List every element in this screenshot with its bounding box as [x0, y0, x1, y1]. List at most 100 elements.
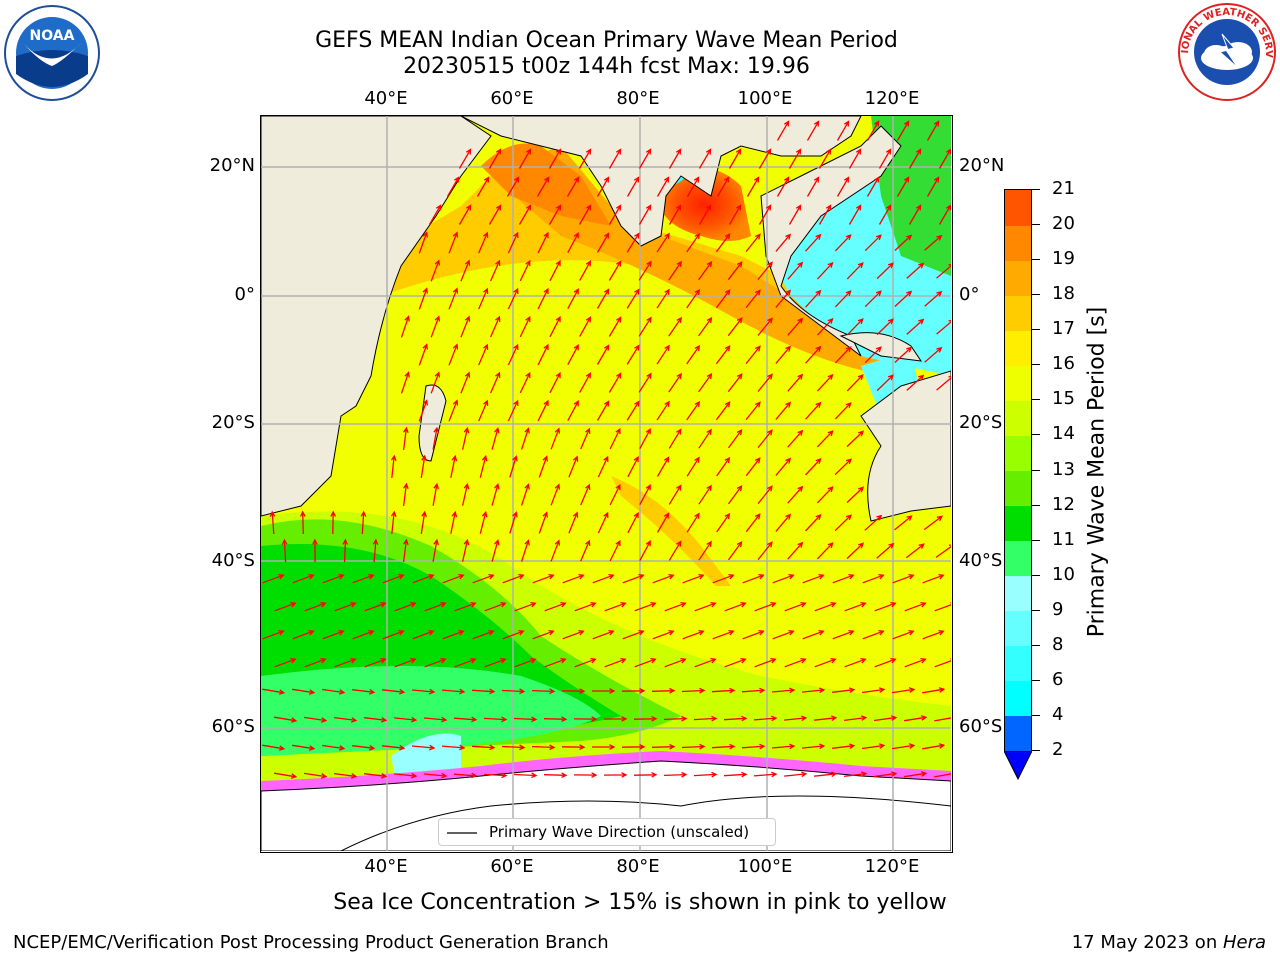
wave-direction-arrow	[458, 148, 472, 169]
wave-direction-arrow	[693, 771, 718, 778]
colorbar-tick	[1032, 329, 1040, 331]
wave-direction-arrow	[874, 601, 897, 612]
wave-direction-arrow	[479, 510, 488, 534]
wave-direction-arrow	[390, 510, 397, 534]
wave-direction-arrow	[908, 148, 922, 169]
wave-direction-arrow	[484, 601, 507, 612]
wave-direction-arrow	[716, 512, 731, 533]
chart-title: GEFS MEAN Indian Ocean Primary Wave Mean…	[315, 28, 898, 53]
wave-direction-arrow	[864, 234, 882, 252]
wave-direction-arrow	[281, 538, 288, 563]
wave-direction-arrow	[411, 688, 436, 695]
colorbar-tick	[1032, 434, 1040, 436]
wave-direction-arrow	[372, 538, 379, 563]
wave-direction-arrow	[846, 430, 865, 448]
footer-right: 17 May 2023 on Hera	[1072, 932, 1266, 953]
lon-label-bottom: 80°E	[616, 856, 660, 877]
wave-direction-arrow	[394, 772, 418, 779]
wave-direction-arrow	[788, 204, 802, 225]
wave-direction-arrow	[411, 744, 436, 751]
wave-direction-arrow	[322, 744, 346, 751]
wave-direction-arrow	[491, 483, 500, 506]
wave-direction-arrow	[806, 120, 820, 141]
wave-direction-arrow	[509, 455, 518, 478]
wave-direction-arrow	[664, 657, 687, 668]
colorbar-tick-label: 16	[1052, 353, 1075, 375]
colorbar-tick-label: 21	[1052, 178, 1075, 199]
colorbar-segment	[1005, 435, 1031, 471]
wave-direction-arrow	[579, 316, 592, 337]
wave-direction-arrow	[741, 687, 766, 694]
wave-direction-arrow	[592, 744, 616, 750]
colorbar-tick-label: 10	[1052, 563, 1075, 585]
wave-direction-arrow	[694, 601, 717, 612]
wave-direction-arrow	[596, 288, 610, 309]
wave-direction-arrow	[621, 744, 646, 750]
wave-direction-arrow	[772, 629, 795, 640]
wave-direction-arrow	[596, 344, 610, 365]
wave-direction-arrow	[502, 573, 525, 584]
wave-direction-arrow	[597, 455, 609, 478]
wave-direction-arrow	[724, 657, 747, 668]
wave-direction-arrow	[418, 231, 428, 254]
wave-direction-arrow	[787, 541, 804, 560]
wave-direction-arrow	[418, 399, 428, 422]
wave-direction-arrow	[502, 629, 525, 640]
wave-direction-arrow	[549, 259, 561, 282]
wave-direction-arrow	[454, 657, 477, 668]
wave-direction-arrow	[806, 176, 820, 197]
wave-direction-arrow	[818, 204, 832, 225]
wave-direction-arrow	[805, 345, 822, 364]
wave-direction-arrow	[507, 343, 519, 366]
wave-direction-arrow	[936, 263, 952, 279]
wave-direction-arrow	[537, 231, 549, 254]
wave-direction-arrow	[364, 657, 387, 668]
wave-direction-arrow	[483, 772, 508, 779]
wave-direction-arrow	[627, 511, 639, 534]
wave-direction-arrow	[876, 542, 895, 559]
wave-direction-arrow	[490, 259, 501, 282]
colorbar-tick	[1032, 189, 1040, 190]
lon-label-top: 80°E	[616, 88, 660, 109]
wave-direction-arrow	[626, 400, 640, 421]
wave-direction-arrow	[592, 629, 615, 640]
wave-direction-arrow	[664, 601, 687, 612]
wave-direction-arrow	[400, 371, 410, 394]
wave-direction-arrow	[814, 657, 837, 668]
wave-direction-arrow	[802, 629, 825, 640]
wave-direction-arrow	[936, 375, 952, 391]
wave-direction-vectors	[262, 120, 952, 779]
wave-direction-arrow	[874, 715, 898, 722]
wave-direction-arrow	[608, 260, 622, 281]
wave-direction-arrow	[604, 601, 627, 612]
colorbar-label: Primary Wave Mean Period [s]	[1084, 306, 1110, 638]
wave-direction-arrow	[686, 512, 700, 533]
wave-direction-arrow	[656, 456, 670, 477]
wave-direction-arrow	[423, 716, 448, 723]
wave-direction-arrow	[896, 176, 910, 197]
wave-direction-arrow	[698, 204, 712, 225]
wave-direction-arrow	[715, 345, 731, 365]
wave-direction-arrow	[652, 573, 675, 584]
wave-direction-arrow	[805, 513, 822, 532]
lat-label-left: 20°N	[209, 155, 255, 176]
wave-direction-arrow	[578, 148, 592, 169]
wave-direction-arrow	[656, 288, 670, 309]
wave-direction-arrow	[757, 317, 773, 336]
wave-direction-arrow	[352, 688, 376, 695]
wave-direction-arrow	[818, 148, 832, 169]
wave-direction-arrow	[432, 426, 440, 450]
wave-direction-arrow	[561, 744, 586, 750]
wave-direction-arrow	[924, 290, 943, 307]
wave-direction-arrow	[514, 601, 537, 612]
wave-direction-arrow	[638, 316, 652, 337]
wave-direction-arrow	[832, 687, 856, 694]
wave-direction-arrow	[668, 260, 683, 281]
wave-direction-arrow	[568, 455, 579, 478]
wave-direction-arrow	[834, 402, 852, 420]
wave-direction-arrow	[491, 539, 500, 562]
wave-direction-arrow	[651, 743, 676, 750]
wave-direction-arrow	[509, 511, 518, 534]
chart-subtitle: 20230515 t00z 144h fcst Max: 19.96	[403, 54, 810, 79]
wave-direction-arrow	[549, 315, 561, 338]
